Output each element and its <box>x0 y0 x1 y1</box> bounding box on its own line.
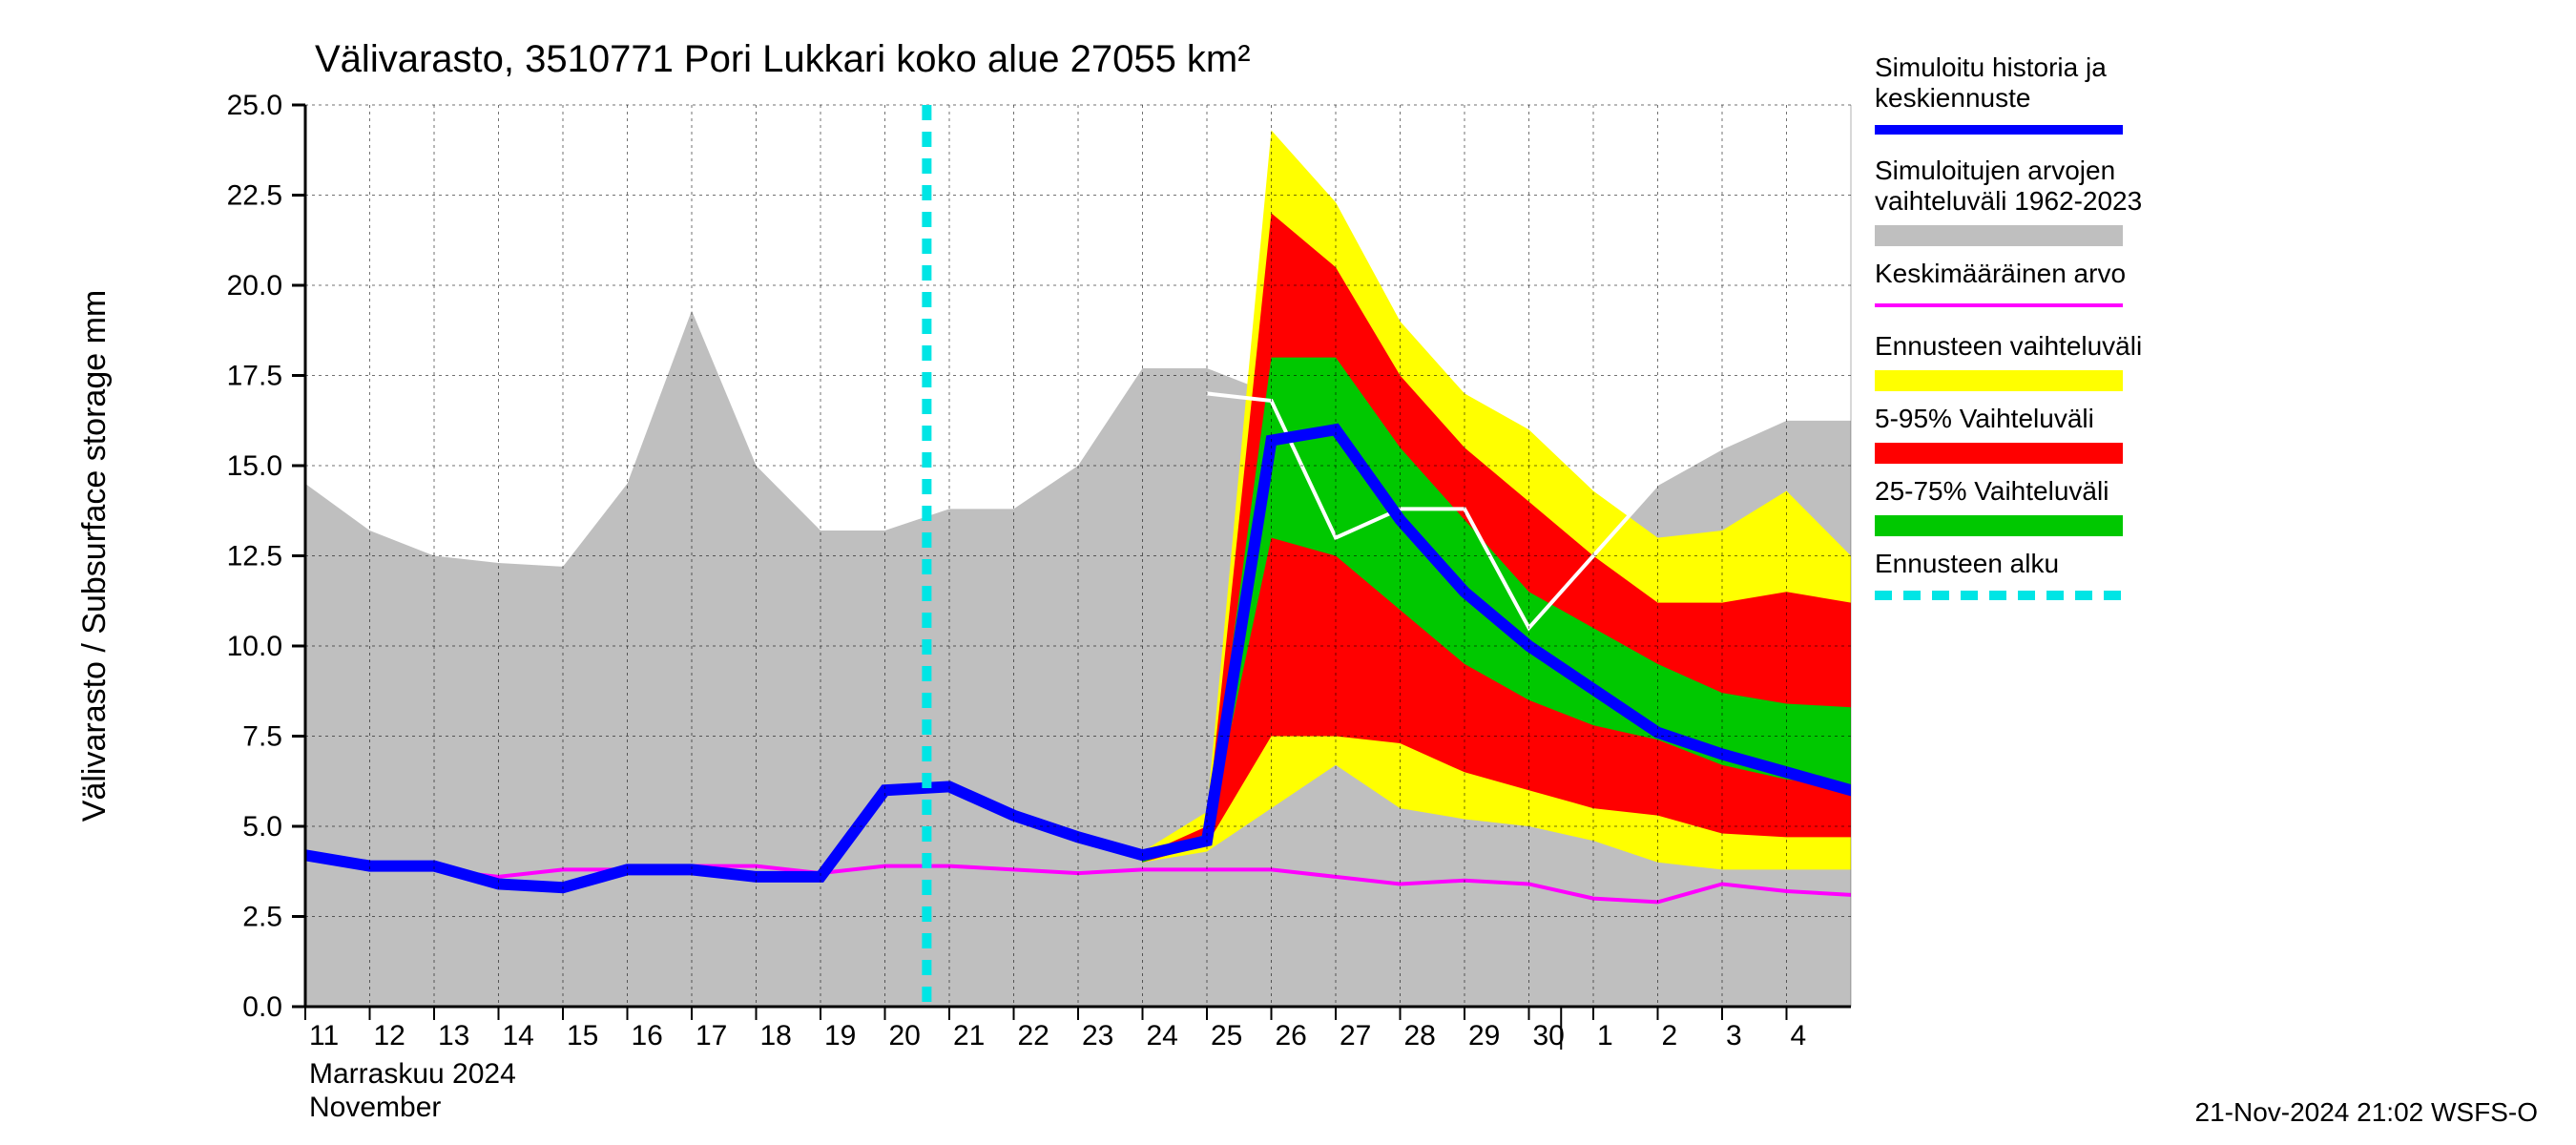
x-tick-label: 12 <box>374 1020 405 1051</box>
legend-label: keskiennuste <box>1875 83 2030 113</box>
legend-label: Keskimääräinen arvo <box>1875 259 2126 288</box>
x-tick-label: 24 <box>1147 1020 1178 1051</box>
chart-title: Välivarasto, 3510771 Pori Lukkari koko a… <box>315 38 1251 80</box>
y-tick-label: 5.0 <box>242 811 282 843</box>
legend-label: Ennusteen vaihteluväli <box>1875 331 2142 361</box>
x-tick-label: 16 <box>632 1020 663 1051</box>
legend-swatch <box>1875 515 2123 536</box>
chart-svg: 0.0 2.5 5.0 7.5 10.0 12.5 15.0 17.5 20.0 22.5 25.0… <box>0 0 2576 1145</box>
legend-label: Ennusteen alku <box>1875 549 2059 578</box>
x-tick-label: 15 <box>567 1020 598 1051</box>
x-axis-label-2: November <box>309 1092 441 1123</box>
y-tick-label: 7.5 <box>242 721 282 753</box>
x-tick-label: 19 <box>824 1020 856 1051</box>
x-tick-label: 14 <box>503 1020 534 1051</box>
y-tick-label: 2.5 <box>242 902 282 933</box>
x-tick-label: 13 <box>438 1020 469 1051</box>
x-tick-label: 23 <box>1082 1020 1113 1051</box>
x-tick-label: 25 <box>1211 1020 1242 1051</box>
legend-swatch <box>1875 443 2123 464</box>
x-tick-label: 28 <box>1404 1020 1436 1051</box>
y-axis-label: Välivarasto / Subsurface storage mm <box>76 290 113 822</box>
x-axis-label-1: Marraskuu 2024 <box>309 1058 516 1090</box>
x-tick-label: 2 <box>1662 1020 1678 1051</box>
legend-label: vaihteluväli 1962-2023 <box>1875 186 2142 216</box>
legend-label: Simuloitujen arvojen <box>1875 156 2115 185</box>
y-tick-label: 12.5 <box>227 541 282 572</box>
chart-container: 0.0 2.5 5.0 7.5 10.0 12.5 15.0 17.5 20.0 22.5 25.0… <box>0 0 2576 1145</box>
x-tick-label: 11 <box>309 1020 339 1051</box>
x-tick-label: 21 <box>953 1020 985 1051</box>
y-tick-label: 17.5 <box>227 361 282 392</box>
x-tick-label: 4 <box>1791 1020 1807 1051</box>
legend-swatch <box>1875 370 2123 391</box>
x-tick-label: 26 <box>1276 1020 1307 1051</box>
x-tick-label: 3 <box>1726 1020 1742 1051</box>
legend-swatch <box>1875 225 2123 246</box>
x-tick-label: 30 <box>1533 1020 1565 1051</box>
x-tick-label: 1 <box>1597 1020 1613 1051</box>
y-tick-label: 15.0 <box>227 450 282 482</box>
x-tick-label: 29 <box>1468 1020 1500 1051</box>
x-tick-label: 22 <box>1018 1020 1049 1051</box>
x-tick-label: 27 <box>1340 1020 1371 1051</box>
y-tick-label: 10.0 <box>227 631 282 662</box>
y-tick-label: 0.0 <box>242 991 282 1023</box>
x-tick-label: 18 <box>760 1020 792 1051</box>
x-tick-label: 17 <box>696 1020 727 1051</box>
y-tick-label: 25.0 <box>227 90 282 121</box>
legend-label: 5-95% Vaihteluväli <box>1875 404 2094 433</box>
footer-timestamp: 21-Nov-2024 21:02 WSFS-O <box>2195 1097 2539 1127</box>
legend-label: Simuloitu historia ja <box>1875 52 2107 82</box>
x-tick-label: 20 <box>889 1020 921 1051</box>
legend-label: 25-75% Vaihteluväli <box>1875 476 2109 506</box>
y-tick-label: 22.5 <box>227 180 282 212</box>
y-tick-label: 20.0 <box>227 270 282 302</box>
